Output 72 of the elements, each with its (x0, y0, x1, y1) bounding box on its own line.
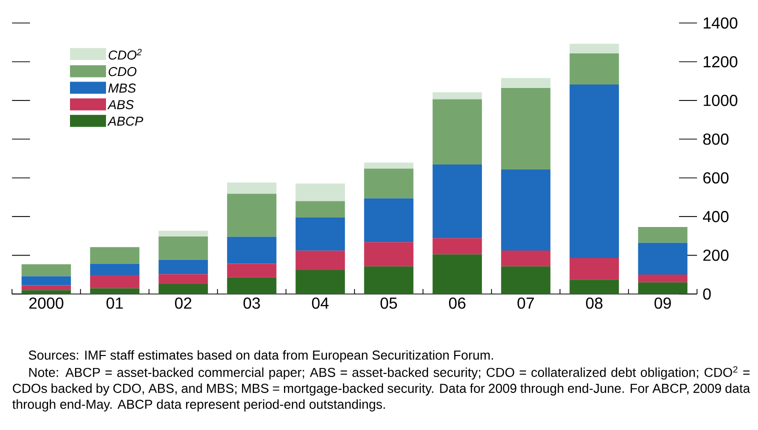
x-tick-label: 08 (586, 298, 602, 309)
bar (227, 194, 276, 237)
x-tick-label: 01 (106, 298, 123, 309)
bar (364, 198, 414, 242)
legend-label: MBS (108, 84, 136, 93)
bar (90, 264, 140, 276)
bar (158, 284, 208, 294)
bar (570, 53, 619, 85)
bar (501, 266, 550, 294)
bar (158, 236, 208, 260)
bar (227, 182, 276, 194)
bar (158, 260, 208, 274)
bar (158, 274, 208, 284)
bar (296, 201, 345, 218)
legend-label: CDO$^{2}$ (108, 48, 142, 60)
bar (296, 270, 345, 294)
y-tick-label: 1000 (704, 94, 738, 106)
x-tick-label: 04 (312, 298, 329, 309)
y-tick-label: 200 (703, 250, 728, 261)
bar (638, 242, 688, 274)
y-tick-label: 400 (702, 210, 728, 222)
bar (364, 168, 414, 198)
x-tick-label: 05 (380, 298, 397, 309)
y-tick-label: 800 (703, 134, 728, 145)
bar (432, 92, 482, 100)
bar (501, 88, 550, 170)
bar (227, 264, 276, 278)
y-tick-label: 0 (703, 288, 711, 300)
bar (22, 264, 71, 276)
source-note: Sources: IMF staff estimates based on data from European Securitization Forum. (28, 350, 493, 362)
bar (432, 238, 482, 254)
y-tick-label: 1200 (704, 56, 738, 68)
bar (90, 247, 140, 264)
bar (364, 162, 414, 169)
x-tick-label: 02 (175, 298, 192, 309)
bar (570, 258, 619, 280)
bar (90, 288, 140, 294)
bar (638, 227, 688, 243)
bar (638, 274, 688, 282)
bar (432, 99, 482, 165)
bar (570, 84, 619, 258)
x-tick-label: 03 (244, 298, 260, 309)
bar (570, 280, 619, 294)
text: Note: ABCP = asset-backed commercial paper; ABS = asset-backed security; CDO = collateralized debt obligation; CDO$^{2}$ = CDOs backed by CDO, ABS, and MBS; MBS = mortgage-backed security. Data for 2009 through end-June. For ABCP, 2009 data through end-May. ABCP data represent period-end outstandings. (12, 366, 750, 412)
bar (364, 242, 414, 266)
x-tick-label: 06 (449, 298, 466, 309)
bar (501, 170, 550, 250)
y-tick-label: 1400 (704, 17, 738, 29)
bar (501, 250, 550, 266)
bar (22, 276, 71, 286)
bar (296, 217, 345, 251)
bar (296, 183, 345, 202)
x-tick-label: 2000 (29, 298, 64, 309)
legend-label: ABS (107, 100, 134, 110)
bar (638, 282, 688, 294)
y-tick-label: 600 (703, 172, 728, 184)
bar (296, 250, 345, 270)
bar (90, 275, 140, 288)
bar (158, 230, 208, 237)
legend-label: CDO (108, 67, 136, 76)
bar (432, 164, 482, 238)
bar (570, 44, 619, 54)
bar (227, 277, 276, 294)
bar (364, 266, 414, 294)
legend-label: ABCP (107, 116, 144, 126)
bar (501, 78, 550, 88)
bar (22, 285, 71, 290)
x-tick-label: 09 (654, 298, 671, 309)
bar (432, 254, 482, 294)
bar (227, 236, 276, 264)
bar (22, 290, 71, 294)
x-tick-label: 07 (518, 298, 534, 309)
